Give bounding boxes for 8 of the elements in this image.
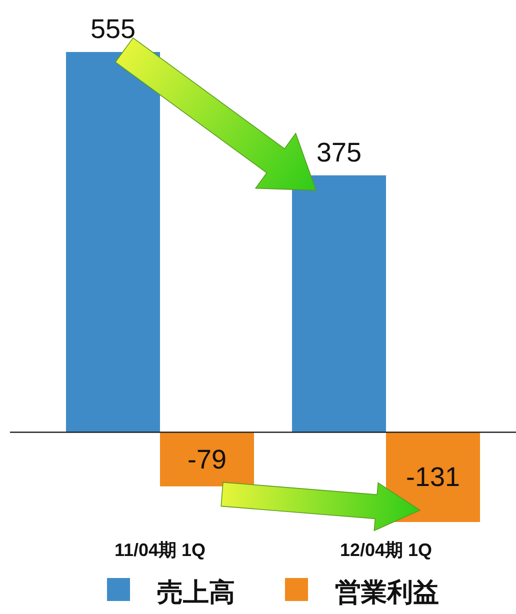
data-label: -79 [187, 444, 227, 474]
legend-label: 営業利益 [335, 577, 439, 607]
category-label: 11/04期 1Q [114, 540, 206, 560]
data-label: 555 [90, 14, 136, 44]
data-label: 375 [316, 137, 362, 168]
legend-label: 売上高 [157, 577, 235, 607]
data-label: -131 [406, 462, 460, 492]
category-label: 12/04期 1Q [340, 540, 432, 560]
